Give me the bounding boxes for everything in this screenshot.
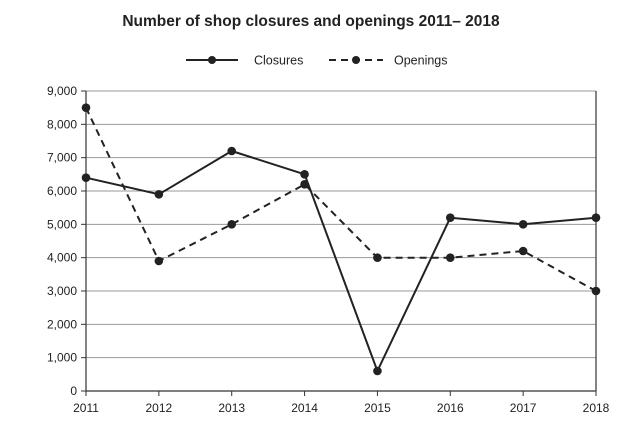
y-tick-label: 4,000 bbox=[47, 251, 77, 265]
x-tick-label: 2014 bbox=[291, 401, 318, 415]
y-tick-label: 2,000 bbox=[47, 317, 77, 331]
point-openings-2012 bbox=[154, 256, 164, 266]
x-axis-ticks: 2011 2012 2013 2014 2015 2016 2017 2018 bbox=[73, 391, 610, 415]
axes bbox=[85, 91, 597, 392]
x-tick-label: 2015 bbox=[364, 401, 391, 415]
x-tick-label: 2011 bbox=[73, 401, 99, 415]
point-closures-2012 bbox=[154, 190, 164, 199]
point-openings-2017 bbox=[518, 246, 528, 256]
y-tick-label: 8,000 bbox=[47, 117, 77, 131]
x-tick-label: 2017 bbox=[510, 401, 537, 415]
series bbox=[81, 103, 601, 376]
gridlines bbox=[86, 90, 596, 359]
series-closures bbox=[81, 146, 601, 376]
legend-label-openings: Openings bbox=[394, 54, 448, 68]
point-closures-2014 bbox=[300, 170, 309, 179]
y-tick-label: 1,000 bbox=[47, 351, 77, 365]
x-tick-label: 2012 bbox=[146, 401, 173, 415]
x-tick-label: 2013 bbox=[218, 401, 245, 415]
point-closures-2016 bbox=[445, 213, 455, 222]
y-tick-label: 3,000 bbox=[47, 284, 77, 298]
legend: Closures Openings bbox=[186, 54, 448, 68]
y-tick-label: 6,000 bbox=[47, 184, 77, 198]
point-openings-2018 bbox=[591, 286, 601, 296]
legend-marker-closures bbox=[208, 56, 216, 64]
legend-item-openings: Openings bbox=[329, 54, 448, 68]
y-tick-label: 5,000 bbox=[47, 217, 77, 231]
x-tick-label: 2018 bbox=[583, 401, 610, 415]
series-openings bbox=[81, 103, 601, 296]
point-openings-2014 bbox=[300, 180, 309, 189]
y-tick-label: 0 bbox=[70, 384, 77, 398]
chart-title: Number of shop closures and openings 201… bbox=[122, 13, 500, 30]
y-tick-label: 9,000 bbox=[47, 84, 77, 98]
y-tick-label: 7,000 bbox=[47, 151, 77, 165]
y-axis-ticks: 0 1,000 2,000 3,000 4,000 5,000 6,000 7,000 8,00… bbox=[47, 84, 86, 398]
legend-marker-openings bbox=[352, 56, 360, 64]
point-closures-2015 bbox=[373, 366, 382, 376]
point-openings-2011 bbox=[81, 103, 91, 112]
point-closures-2013 bbox=[227, 146, 237, 156]
x-tick-label: 2016 bbox=[437, 401, 464, 415]
point-openings-2015 bbox=[373, 253, 382, 262]
point-closures-2017 bbox=[518, 220, 528, 229]
point-closures-2018 bbox=[591, 213, 601, 222]
point-openings-2013 bbox=[227, 220, 237, 229]
series-line-closures bbox=[85, 150, 597, 372]
legend-label-closures: Closures bbox=[254, 54, 303, 68]
legend-item-closures: Closures bbox=[186, 54, 303, 68]
point-closures-2011 bbox=[81, 173, 91, 182]
series-line-openings bbox=[85, 107, 597, 292]
point-openings-2016 bbox=[445, 253, 455, 262]
